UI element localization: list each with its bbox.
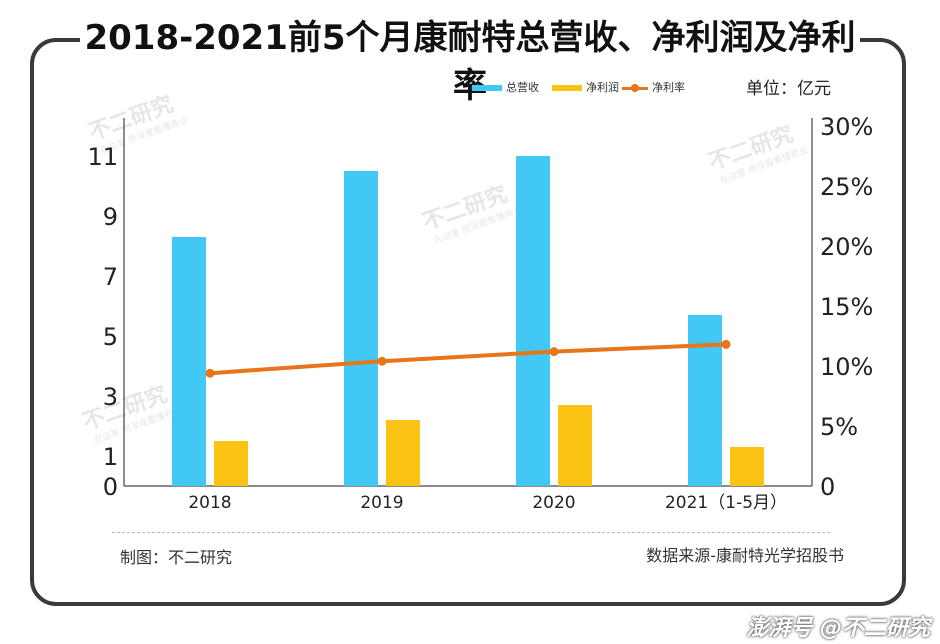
right-tick-label: 20% xyxy=(820,233,873,261)
footer-source: 数据来源-康耐特光学招股书 xyxy=(646,546,844,565)
bar-profit xyxy=(730,447,764,486)
left-tick-label: 5 xyxy=(103,323,118,351)
bar-profit xyxy=(558,405,592,486)
bar-revenue xyxy=(688,315,722,486)
legend-label-revenue: 总营收 xyxy=(506,81,539,94)
left-tick-label: 1 xyxy=(103,443,118,471)
right-tick-label: 15% xyxy=(820,293,873,321)
legend-item-margin: 净利率 xyxy=(622,78,685,98)
legend-swatch-revenue xyxy=(472,85,502,91)
left-tick-label: 0 xyxy=(103,473,118,501)
legend-label-profit: 净利润 xyxy=(586,81,619,94)
unit-label: 单位：亿元 xyxy=(746,79,831,99)
legend-swatch-margin xyxy=(622,83,648,92)
bar-revenue xyxy=(172,237,206,486)
brand-watermark: 澎湃号 @不二研究 xyxy=(746,616,930,641)
bar-profit xyxy=(214,441,248,486)
right-tick-label: 0 xyxy=(820,473,835,501)
footer-credit: 制图：不二研究 xyxy=(120,548,233,567)
right-tick-label: 25% xyxy=(820,173,873,201)
x-tick-label: 2018 xyxy=(188,493,231,513)
left-tick-label: 11 xyxy=(87,143,118,171)
right-tick-label: 10% xyxy=(820,353,873,381)
bar-revenue xyxy=(344,171,378,486)
line-margin xyxy=(209,342,727,376)
right-tick-label: 30% xyxy=(820,113,873,141)
point-margin xyxy=(205,368,215,378)
x-tick-label: 2021（1-5月） xyxy=(665,493,787,513)
point-margin xyxy=(549,347,559,357)
chart-title: 2018-2021前5个月康耐特总营收、净利润及净利率 xyxy=(80,14,860,106)
x-tick-label: 2019 xyxy=(360,493,403,513)
bar-profit xyxy=(386,420,420,486)
left-tick-label: 7 xyxy=(103,263,118,291)
legend-item-profit: 净利润 xyxy=(552,78,619,98)
point-margin xyxy=(377,356,387,366)
x-tick-label: 2020 xyxy=(532,493,575,513)
point-margin xyxy=(721,339,731,349)
legend-label-margin: 净利率 xyxy=(652,81,685,94)
legend-swatch-profit xyxy=(552,85,582,91)
right-tick-label: 5% xyxy=(820,413,858,441)
legend-item-revenue: 总营收 xyxy=(472,78,539,98)
footer-divider xyxy=(112,532,830,533)
left-tick-label: 3 xyxy=(103,383,118,411)
bar-revenue xyxy=(516,156,550,486)
left-tick-label: 9 xyxy=(103,203,118,231)
